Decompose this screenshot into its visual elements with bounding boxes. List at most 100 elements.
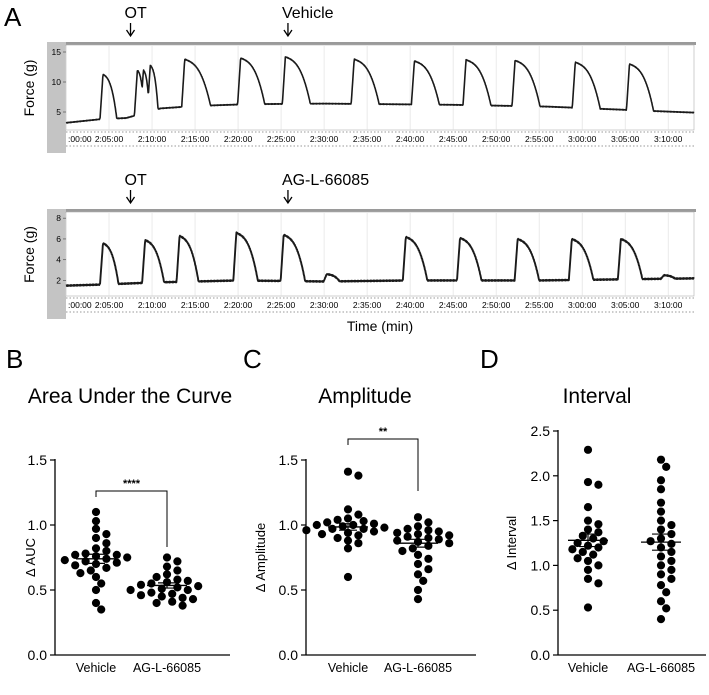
dotplot-interval: Interval 0.0 0.5 1.0 1.5 2.0 2.5 Δ Interval Vehi… (504, 385, 706, 675)
dotplot-y-tick-label: 0.5 (531, 602, 551, 618)
dotplot-point (173, 583, 182, 592)
dotplot-point (413, 513, 423, 522)
trace-annotation-arrowhead (125, 29, 136, 38)
trace-x-tick-label: 2:45:00 (439, 134, 468, 144)
dotplot-point (162, 553, 172, 562)
dotplot-point (583, 503, 593, 512)
trace-x-tick-label: 2:35:00 (353, 300, 382, 310)
dotplot-point (152, 598, 161, 608)
dotplot-point (594, 528, 603, 537)
trace-x-tick-label: 2:40:00 (396, 300, 425, 310)
dotplot-point (97, 579, 106, 588)
dotplot-point (393, 528, 402, 537)
dotplot-point (583, 565, 593, 574)
dotplot-category-label: AG-L-66085 (384, 661, 452, 675)
dotplot-point (594, 520, 603, 529)
dotplot-point (91, 572, 101, 582)
dotplot-point (173, 557, 182, 566)
dotplot-significance-label: ** (379, 426, 388, 438)
panel-letter-d: D (480, 344, 499, 374)
dotplot-point (583, 477, 593, 487)
dotplot-point (656, 597, 666, 606)
trace-annotation-arrowhead (283, 29, 293, 38)
dotplot-point (656, 552, 666, 561)
dotplot-point (573, 554, 582, 563)
dotplot-point (413, 585, 423, 595)
dotplot-point (157, 592, 166, 601)
dotplot-point (168, 589, 177, 599)
dotplot-point (594, 543, 603, 552)
trace-x-tick-label: 2:20:00 (224, 300, 253, 310)
dotplot-point (333, 533, 342, 543)
dotplot-point (323, 518, 332, 527)
dotplot-point (667, 565, 676, 574)
dotplot-point (183, 576, 192, 586)
dotplot-point (91, 598, 101, 608)
dotplot-point (157, 584, 166, 593)
dotplot-point (578, 531, 587, 540)
dotplot-point (646, 537, 655, 546)
dotplot-point (102, 546, 111, 556)
dotplot-point (136, 580, 146, 589)
trace-top-rule (66, 42, 696, 45)
trace-annotation-arrowhead (125, 196, 136, 205)
dotplot-point (589, 534, 598, 543)
dotplot-point (343, 572, 353, 582)
dotplot-point (97, 605, 106, 614)
trace-x-tick-label: 2:15:00 (181, 134, 210, 144)
dotplot-point (162, 570, 172, 579)
dotplot-point (424, 526, 433, 535)
dotplot-significance-label: **** (123, 478, 141, 490)
dotplot-point (667, 574, 676, 583)
dotplot-point (359, 517, 368, 526)
trace-y-axis-title: Force (g) (21, 226, 37, 283)
dotplot-point (667, 547, 676, 557)
dotplot-point (662, 604, 671, 613)
dotplot-point (152, 572, 161, 582)
trace-panel-top: 5 10 15:00:00 2:05:00 2:10:00 2:15:00 2:20:00 2… (21, 5, 696, 153)
dotplot-point (583, 574, 593, 583)
dotplot-point (91, 517, 101, 526)
dotplot-point (583, 556, 593, 566)
dotplot-point (102, 563, 111, 573)
dotplot-point (594, 561, 603, 570)
trace-x-tick-label: 3:10:00 (654, 300, 683, 310)
dotplot-point (354, 471, 363, 480)
trace-x-tick-label: 2:10:00 (138, 300, 167, 310)
dotplot-point (147, 579, 156, 588)
trace-x-tick-label: 2:55:00 (525, 300, 554, 310)
dotplot-point (188, 595, 198, 604)
dotplot-point (333, 515, 342, 524)
dotplot-point (662, 588, 671, 597)
trace-y-tick-label: 6 (56, 234, 61, 244)
dotplot-point (86, 566, 95, 575)
dotplot-point (178, 593, 187, 602)
dotplot-point (656, 525, 666, 534)
dotplot-point (445, 539, 454, 548)
dotplot-point (354, 539, 363, 548)
dotplot-point (424, 518, 433, 527)
dotplot-point (91, 559, 101, 569)
dotplot-point (162, 578, 172, 587)
dotplot-point (434, 527, 443, 536)
dotplot-point (656, 615, 666, 624)
dotplot-y-axis-title: Δ AUC (23, 538, 38, 577)
dotplot-point (568, 545, 577, 554)
dotplot-point (136, 591, 146, 600)
dotplot-point (312, 520, 321, 530)
dotplot-y-tick-label: 2.0 (531, 468, 551, 484)
trace-x-tick-label: 2:15:00 (181, 300, 210, 310)
dotplot-point (81, 549, 90, 558)
dotplot-point (343, 514, 353, 523)
trace-panel-bottom: 2 4 6 8:00:00 2:05:00 2:10:00 2:15:00 2:20:00 2:… (21, 172, 696, 334)
dotplot-point (583, 525, 593, 534)
dotplot-point (419, 576, 428, 586)
trace-x-tick-label: 2:50:00 (482, 300, 511, 310)
trace-plot-area (65, 44, 695, 131)
dotplot-point (656, 476, 666, 485)
trace-x-tick-label: 2:20:00 (224, 134, 253, 144)
trace-x-tick-label: 3:05:00 (611, 134, 640, 144)
trace-x-tick-label: 3:00:00 (568, 134, 597, 144)
dotplot-point (380, 523, 389, 532)
